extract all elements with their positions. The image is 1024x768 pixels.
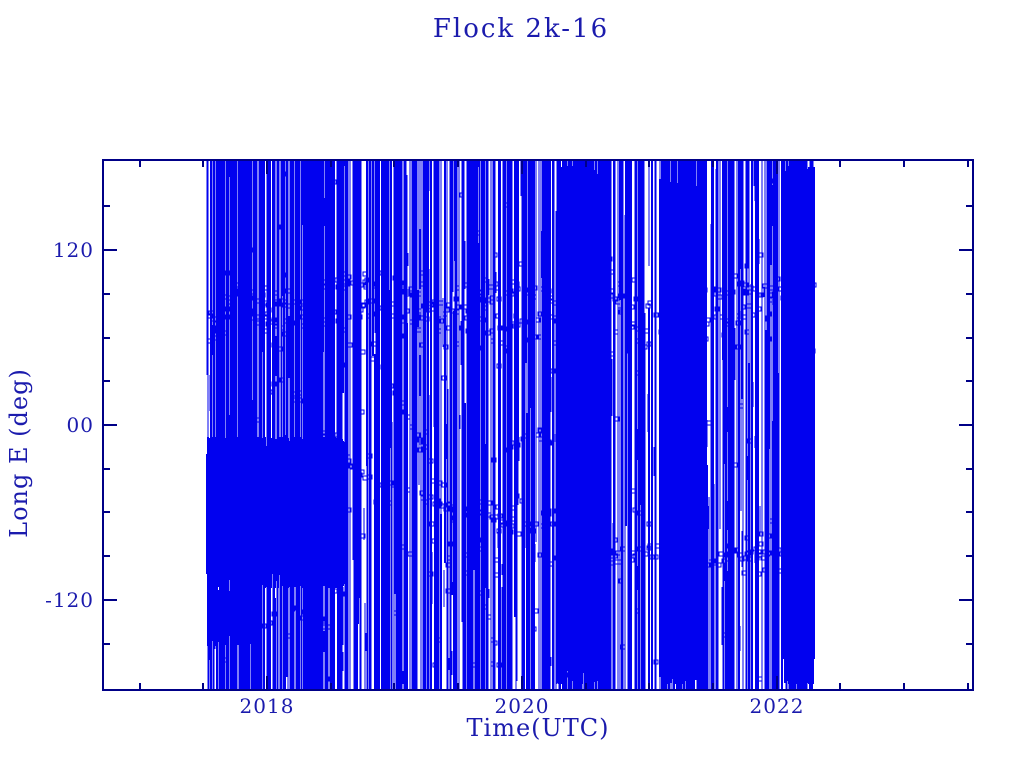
sample-markers xyxy=(207,170,817,682)
y-tick-label-00: 00 xyxy=(66,413,94,437)
x-tick-label-2020: 2020 xyxy=(494,694,550,718)
y-tick-label--120: -120 xyxy=(45,588,94,612)
chart-title: Flock 2k-16 xyxy=(432,14,610,44)
x-axis-label: Time(UTC) xyxy=(466,714,610,742)
x-tick-label-2022: 2022 xyxy=(749,694,805,718)
y-tick-label-120: 120 xyxy=(52,238,94,262)
y-axis-label: Long E (deg) xyxy=(5,368,33,538)
data-layer xyxy=(206,160,817,690)
axes-frame xyxy=(102,159,974,691)
x-tick-label-2018: 2018 xyxy=(239,694,295,718)
